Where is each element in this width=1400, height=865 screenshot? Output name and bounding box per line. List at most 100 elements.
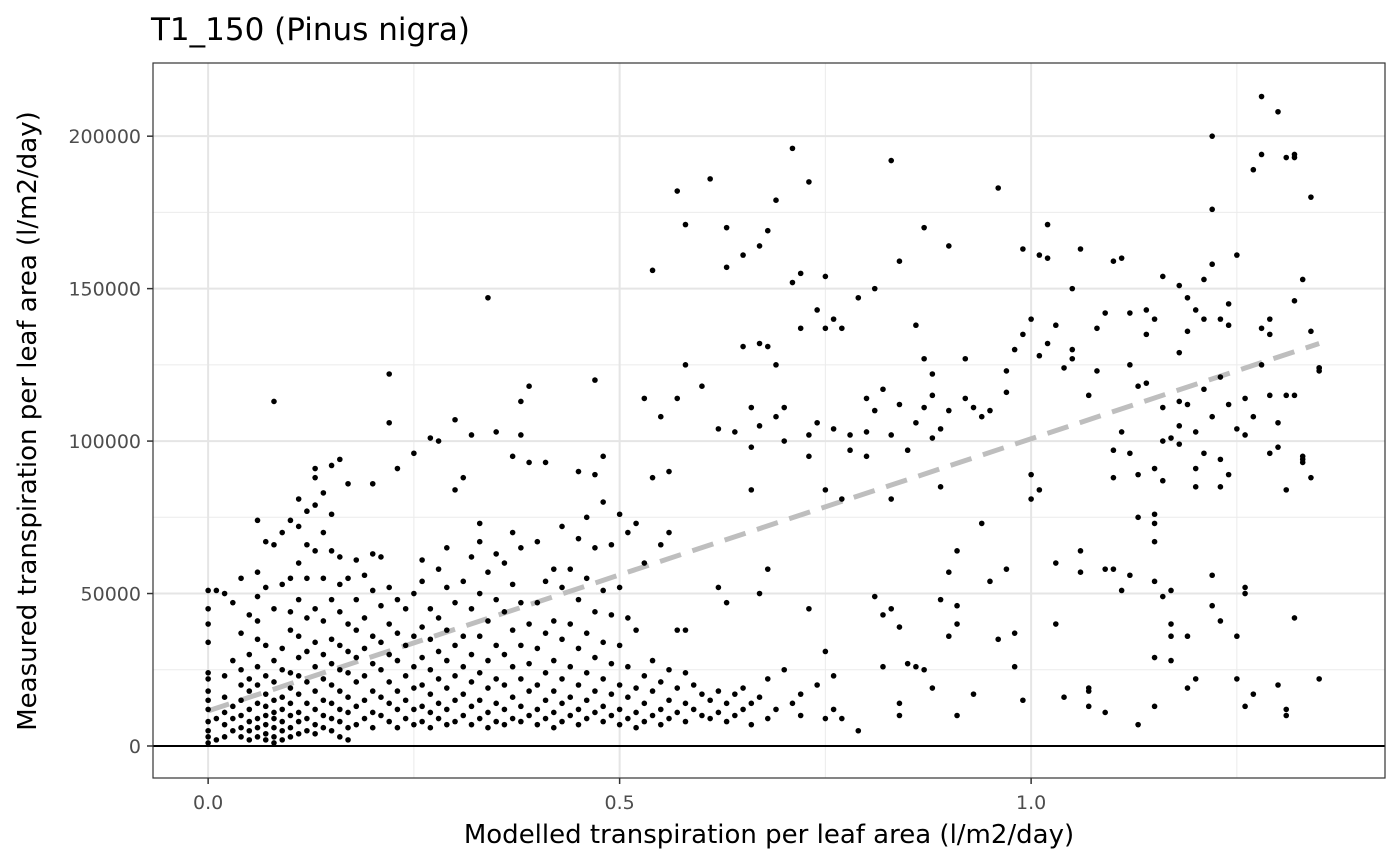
data-point bbox=[501, 609, 508, 615]
data-point bbox=[345, 737, 351, 743]
data-point bbox=[764, 343, 771, 350]
data-point bbox=[1028, 316, 1034, 322]
data-point bbox=[452, 599, 458, 606]
data-point bbox=[904, 447, 911, 454]
data-point bbox=[501, 706, 508, 713]
data-point bbox=[328, 682, 335, 688]
data-point bbox=[509, 715, 516, 722]
data-point bbox=[1159, 593, 1166, 600]
data-point bbox=[707, 176, 713, 182]
data-point bbox=[1217, 456, 1224, 463]
data-point bbox=[295, 596, 302, 603]
data-point bbox=[493, 700, 499, 707]
data-point bbox=[378, 639, 384, 646]
data-point bbox=[287, 609, 294, 615]
data-point bbox=[616, 511, 623, 518]
data-point bbox=[419, 624, 425, 630]
data-point bbox=[534, 645, 541, 652]
data-point bbox=[1077, 548, 1084, 554]
data-point bbox=[476, 520, 483, 527]
data-point bbox=[896, 401, 903, 408]
data-point bbox=[1118, 255, 1125, 261]
data-point bbox=[353, 654, 360, 661]
data-point bbox=[641, 673, 648, 679]
data-point bbox=[205, 639, 211, 646]
data-point bbox=[427, 724, 434, 731]
data-point bbox=[1283, 487, 1290, 493]
data-point bbox=[550, 618, 557, 624]
data-point bbox=[600, 703, 606, 710]
data-point bbox=[254, 663, 261, 670]
data-point bbox=[814, 307, 820, 313]
data-point bbox=[411, 721, 417, 728]
data-point bbox=[1168, 657, 1174, 664]
data-point bbox=[262, 730, 269, 737]
data-point bbox=[682, 718, 689, 725]
data-point bbox=[1127, 362, 1133, 368]
data-point bbox=[633, 627, 639, 633]
data-point bbox=[419, 654, 425, 661]
data-point bbox=[493, 642, 499, 649]
data-point bbox=[485, 294, 491, 301]
data-point bbox=[666, 697, 672, 704]
data-point bbox=[518, 544, 524, 551]
data-point bbox=[468, 679, 475, 685]
data-point bbox=[402, 605, 409, 612]
data-point bbox=[962, 355, 969, 362]
data-point bbox=[205, 621, 211, 627]
chart-title: T1_150 (Pinus nigra) bbox=[150, 12, 470, 48]
data-point bbox=[806, 453, 812, 460]
data-point bbox=[847, 447, 853, 454]
data-point bbox=[279, 529, 286, 536]
data-point bbox=[1168, 435, 1174, 441]
data-point bbox=[575, 706, 582, 713]
data-point bbox=[287, 734, 294, 740]
data-point bbox=[937, 596, 944, 603]
data-point bbox=[723, 700, 730, 707]
data-point bbox=[1135, 721, 1141, 728]
data-point bbox=[460, 578, 467, 585]
data-point bbox=[221, 673, 228, 679]
data-point bbox=[345, 694, 351, 701]
data-point bbox=[238, 697, 244, 704]
data-point bbox=[913, 322, 919, 329]
data-point bbox=[592, 688, 598, 694]
data-point bbox=[929, 685, 936, 691]
data-point bbox=[386, 718, 392, 725]
data-point bbox=[682, 700, 689, 707]
data-point bbox=[1044, 221, 1051, 228]
x-axis-title: Modelled transpiration per leaf area (l/… bbox=[464, 820, 1074, 850]
data-point bbox=[896, 700, 903, 707]
data-point bbox=[1299, 276, 1306, 283]
data-point bbox=[271, 679, 277, 685]
data-point bbox=[353, 596, 360, 603]
data-point bbox=[789, 279, 796, 286]
data-point bbox=[871, 407, 878, 414]
data-point bbox=[254, 618, 261, 624]
data-point bbox=[732, 429, 738, 435]
data-point bbox=[427, 666, 434, 673]
y-axis-ticks: 0 50000 100000 150000 200000 bbox=[68, 126, 153, 758]
data-point bbox=[444, 584, 450, 591]
data-point bbox=[386, 584, 392, 591]
data-point bbox=[715, 426, 722, 432]
data-point bbox=[641, 700, 648, 707]
data-point bbox=[1069, 285, 1076, 292]
data-point bbox=[287, 712, 294, 719]
data-point bbox=[633, 724, 639, 731]
data-point bbox=[888, 157, 895, 164]
data-point bbox=[1308, 194, 1314, 200]
data-point bbox=[279, 581, 286, 588]
data-point bbox=[567, 566, 574, 572]
data-point bbox=[1184, 633, 1191, 640]
y-tick-label: 100000 bbox=[68, 431, 141, 453]
data-point bbox=[476, 715, 483, 722]
data-point bbox=[1036, 252, 1043, 258]
data-point bbox=[394, 724, 401, 731]
data-point bbox=[369, 724, 376, 731]
data-point bbox=[402, 642, 409, 649]
data-point bbox=[641, 718, 648, 725]
data-point bbox=[427, 435, 434, 441]
data-point bbox=[863, 395, 870, 402]
